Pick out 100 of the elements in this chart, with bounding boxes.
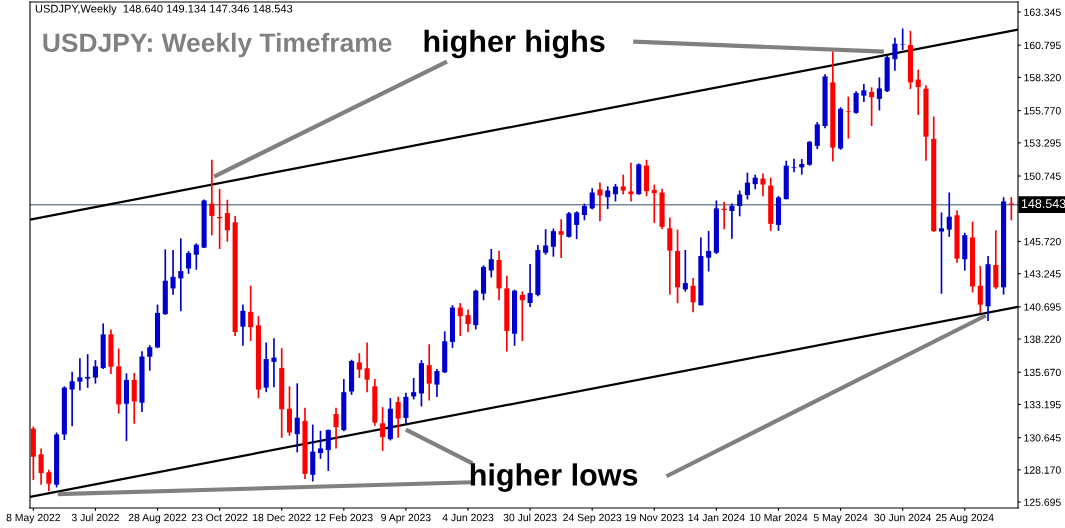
candlestick [628,161,634,203]
candlestick [791,157,797,174]
y-tick-label: 163.345 [1024,8,1061,16]
candlestick [690,277,696,314]
candlestick [760,172,766,197]
candlestick [411,377,417,401]
y-tick-label: 155.770 [1024,107,1061,115]
candlestick [325,428,331,472]
y-tick-label: 135.670 [1024,368,1061,377]
candlestick [294,382,300,454]
candlestick [519,290,525,342]
candlestick [729,202,735,240]
candlestick [333,406,339,450]
candlestick [993,229,999,290]
candlestick [938,211,945,295]
candlestick [147,344,153,372]
candlestick [186,250,192,275]
candlestick [286,385,293,437]
candlestick [597,181,603,223]
candlestick [434,368,440,398]
candlestick [465,308,471,333]
candlestick [488,248,494,279]
candlestick [457,302,463,337]
candlestick [946,191,952,238]
y-tick-label: 158.320 [1024,73,1061,82]
x-tick-label: 18 Dec 2022 [252,513,311,522]
candlestick [240,303,246,347]
y-tick-label: 143.245 [1024,270,1061,278]
candlestick [131,372,137,425]
candlestick [682,249,688,293]
y-tick-label: 125.695 [1024,498,1061,506]
candlestick [395,396,401,439]
candlestick [977,265,983,314]
candlestick [248,284,254,342]
candlestick [527,263,533,308]
candlestick [193,242,199,271]
candlestick [209,158,215,237]
y-tick-label: 130.645 [1024,434,1061,442]
candlestick [667,216,673,296]
candlestick [380,406,386,452]
candlestick [876,76,882,112]
candlestick [178,237,184,313]
annotation: higher highs [424,29,605,59]
annotation: higher lows [470,463,638,492]
x-tick-label: 12 Feb 2023 [315,513,373,522]
candlestick [550,227,556,258]
candlestick [814,121,820,150]
candlestick [845,95,851,140]
x-tick-label: 19 Nov 2023 [625,513,684,522]
y-tick-label: 160.795 [1024,41,1061,50]
candlestick [123,372,130,442]
x-tick-label: 3 Jul 2022 [71,513,119,522]
x-tick-label: 4 Jun 2023 [442,513,494,522]
candlestick [1008,196,1014,222]
candlestick [853,90,859,115]
y-tick-label: 150.745 [1024,172,1061,180]
candlestick [620,173,626,196]
y-tick-label: 140.695 [1024,303,1061,311]
y-tick-label: 153.295 [1024,139,1061,147]
candlestick [356,352,362,379]
x-tick-label: 30 Jul 2023 [503,513,557,522]
candlestick [77,357,83,392]
x-tick-label: 24 Sep 2023 [563,513,622,524]
candlestick [900,27,906,51]
candlestick [38,447,44,486]
x-tick-label: 30 Jun 2024 [874,513,932,522]
x-tick-label: 23 Oct 2022 [191,513,248,522]
x-tick-label: 25 Aug 2024 [936,513,994,524]
annotation: USDJPY,Weekly 148.640 149.134 147.346 148.543 [35,4,293,15]
candlestick [85,353,91,389]
y-tick-label: 138.220 [1024,335,1061,343]
y-tick-label: 145.720 [1024,237,1061,246]
x-tick-label: 10 Mar 2024 [750,513,808,522]
candlestick [403,391,409,425]
x-tick-label: 8 May 2022 [6,513,61,524]
candlestick [806,140,813,167]
x-tick-label: 28 Aug 2022 [128,513,187,524]
ref-line-label: 148.543 [1021,199,1065,209]
x-tick-label: 5 May 2024 [813,513,868,524]
candlestick [744,171,750,201]
candlestick [589,187,595,211]
candlestick [224,198,230,243]
y-tick-label: 133.195 [1024,400,1061,409]
candlestick [310,423,316,483]
candlestick [426,343,432,402]
x-tick-label: 14 Jan 2024 [688,513,745,522]
candlestick [46,469,52,493]
candlestick [892,36,898,72]
candlestick [706,230,712,273]
candlestick [869,86,875,127]
x-tick-label: 9 Apr 2023 [381,513,431,524]
candlestick [543,228,549,256]
candlestick [364,341,370,393]
y-tick-label: 128.170 [1024,466,1061,474]
candlestick [737,189,743,218]
candlestick [170,249,176,296]
text: USDJPY: Weekly Timeframe [43,32,392,58]
candlestick [69,370,75,428]
candlestick [558,218,564,259]
candlestick [574,210,580,240]
